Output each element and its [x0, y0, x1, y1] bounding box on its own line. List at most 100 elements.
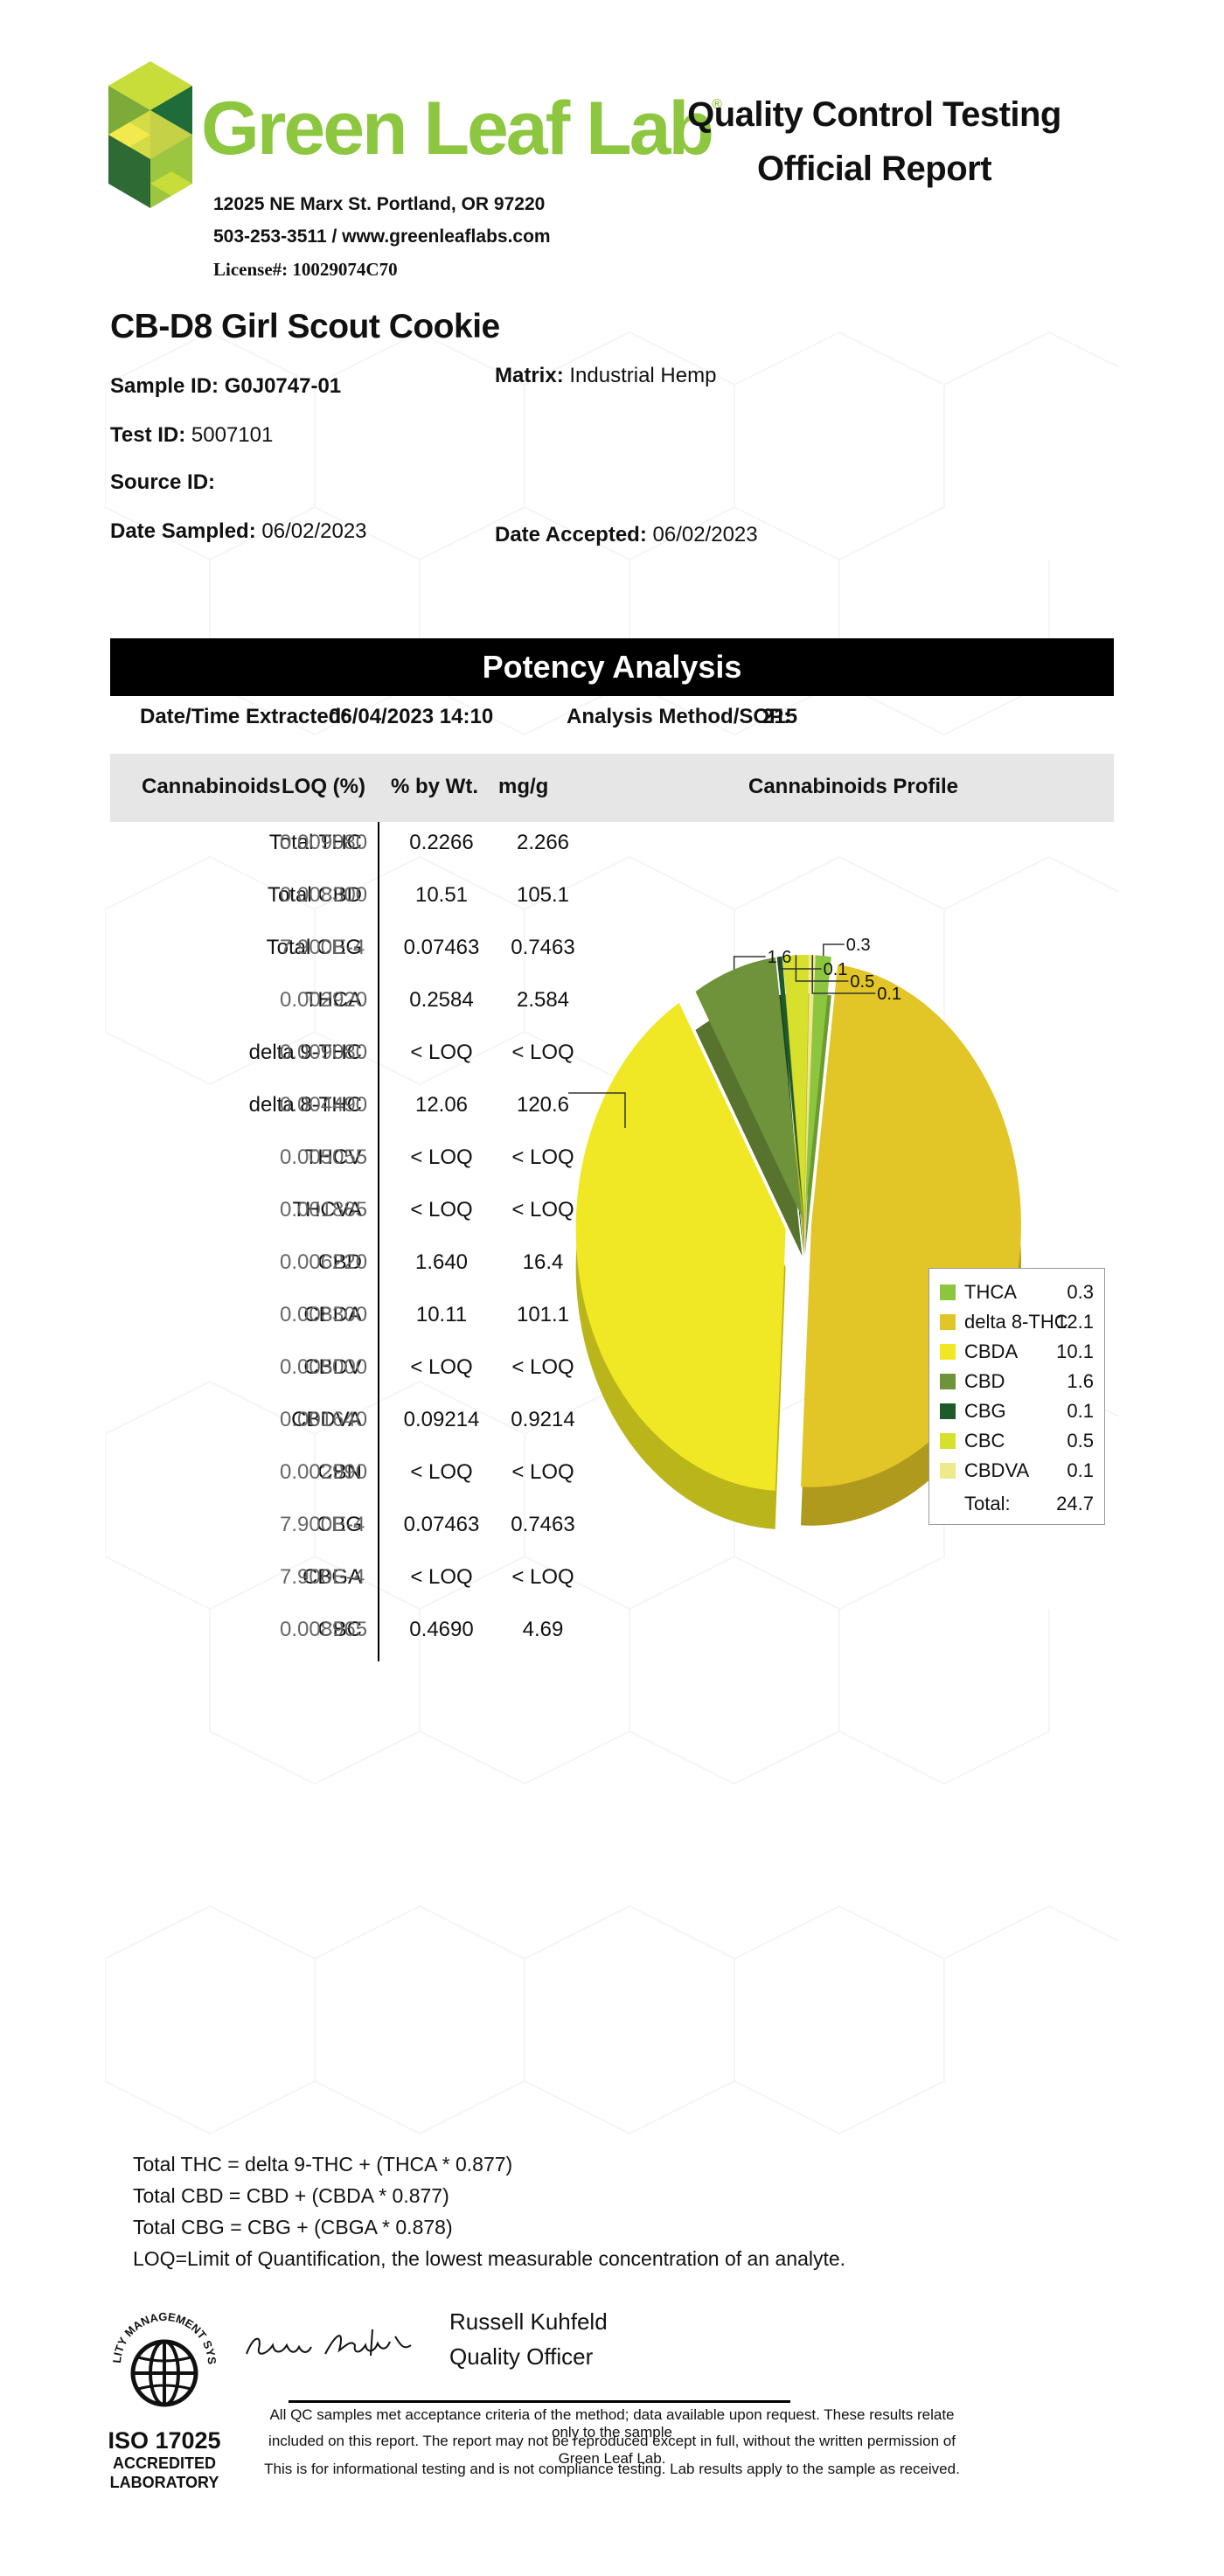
table-row: delta 8-THC 0.004490 12.06 120.6	[110, 1088, 600, 1140]
iso-globe-seal-icon: QUALITY MANAGEMENT SYSTEM	[108, 2301, 219, 2407]
pie-slice-thca	[804, 955, 831, 1218]
pct-value: 0.2584	[409, 988, 474, 1012]
signature-rule	[289, 2400, 790, 2403]
pct-value: < LOQ	[410, 1145, 473, 1169]
pct-value: 12.06	[414, 1093, 469, 1117]
cannabinoid-name: CBC	[317, 1618, 362, 1641]
pct-value: < LOQ	[410, 1198, 473, 1222]
table-row: CBDV 0.005000 < LOQ < LOQ	[110, 1350, 600, 1403]
pct-value: 0.07463	[403, 936, 480, 959]
cannabinoid-name: CBG	[316, 1513, 362, 1536]
pie-slice-cbc	[782, 955, 810, 1218]
loq-value: 0.002920	[280, 988, 368, 1012]
mg-value: < LOQ	[511, 1145, 574, 1169]
legend-total-label: Total:	[964, 1493, 1011, 1514]
pie-slice-cbd	[695, 957, 803, 1218]
signer-name: Russell Kuhfeld	[449, 2308, 608, 2335]
pie-slice-cbdva	[804, 955, 816, 1218]
legend-value: 0.1	[1067, 1400, 1094, 1422]
mg-value: 105.1	[516, 883, 570, 907]
table-row: CBN 0.002990 < LOQ < LOQ	[110, 1455, 600, 1507]
pct-value: 0.07463	[403, 1513, 480, 1536]
pie-leader-line	[823, 943, 845, 957]
cannabinoid-name: THCVA	[292, 1198, 362, 1222]
table-row: CBG 7.900E-4 0.07463 0.7463	[110, 1507, 600, 1560]
loq-value: 7.900E-4	[280, 936, 365, 959]
pct-value: < LOQ	[410, 1041, 473, 1064]
method-value: 215	[762, 705, 798, 728]
table-row: Total THC 0.009080 0.2266 2.266	[110, 825, 600, 878]
legend-swatch	[940, 1344, 956, 1360]
legend-value: 0.1	[1067, 1459, 1094, 1481]
cannabinoid-name: CBDVA	[291, 1408, 362, 1431]
matrix: Matrix: Industrial Hemp	[495, 364, 717, 387]
cannabinoid-name: delta 9-THC	[248, 1041, 362, 1064]
pie-slice-side	[804, 993, 831, 1257]
pie-leader-line	[811, 955, 876, 994]
legend-total: Total: 24.7	[929, 1489, 1104, 1519]
cannabinoid-name: Total THC	[268, 831, 362, 854]
pie-data-label: 0.3	[846, 936, 871, 955]
legend-swatch	[940, 1463, 956, 1479]
legend-value: 0.5	[1067, 1430, 1094, 1452]
green-leaf-logo-icon	[108, 61, 192, 208]
mg-value: 4.69	[522, 1618, 564, 1641]
pct-value: 0.4690	[409, 1618, 474, 1641]
table-row: CBC 0.008965 0.4690 4.69	[110, 1612, 600, 1665]
loq-value: 0.006220	[280, 1250, 368, 1274]
pct-value: < LOQ	[410, 1460, 473, 1484]
formula-thc: Total THC = delta 9-THC + (THCA * 0.877)	[133, 2153, 513, 2176]
mg-value: < LOQ	[511, 1198, 574, 1222]
loq-value: 0.002990	[280, 1460, 368, 1484]
source-id: Source ID:	[110, 470, 216, 494]
lab-contact: 503-253-3511 / www.greenleaflabs.com	[213, 226, 551, 247]
mg-value: 0.9214	[511, 1408, 575, 1431]
pie-data-label: 0.5	[850, 972, 874, 992]
legend-label: delta 8-THC	[964, 1311, 1068, 1333]
pct-value: 0.09214	[403, 1408, 480, 1431]
loq-value: 0.009080	[280, 1041, 368, 1064]
pie-data-label: 0.1	[877, 985, 901, 1004]
legend-swatch	[940, 1403, 956, 1419]
legend-entry: delta 8-THC 12.1	[929, 1307, 1104, 1337]
col-loq: LOQ (%)	[282, 775, 365, 798]
cannabinoid-name: Total CBD	[267, 883, 362, 907]
mg-value: 0.7463	[511, 1513, 575, 1536]
pct-value: 1.640	[414, 1250, 469, 1274]
pie-slice-cbda	[575, 1002, 786, 1491]
mg-value: 101.1	[516, 1303, 570, 1326]
pie-leader-line	[733, 956, 766, 970]
cannabinoid-name: THCV	[304, 1145, 362, 1169]
legend-entry: CBD 1.6	[929, 1367, 1104, 1396]
legend-entry: CBDA 10.1	[929, 1337, 1104, 1367]
signature-image	[246, 2329, 412, 2357]
table-row: CBGA 7.900E-4 < LOQ < LOQ	[110, 1560, 600, 1612]
pct-value: < LOQ	[410, 1565, 473, 1589]
loq-value: 0.008300	[280, 1303, 368, 1326]
legend-entry: CBG 0.1	[929, 1396, 1104, 1426]
cannabinoid-name: CBDV	[303, 1355, 362, 1379]
loq-value: 0.008300	[280, 883, 368, 907]
mg-value: < LOQ	[511, 1460, 574, 1484]
loq-value: 0.005000	[280, 1355, 368, 1379]
mg-value: 2.584	[516, 988, 570, 1012]
potency-section-title: Potency Analysis	[110, 638, 1114, 696]
mg-value: 2.266	[516, 831, 570, 854]
legend-entry: CBDVA 0.1	[929, 1456, 1104, 1486]
product-name: CB-D8 Girl Scout Cookie	[110, 308, 500, 345]
disclaimer-line-1: All QC samples met acceptance criteria o…	[269, 2406, 955, 2440]
signer-title: Quality Officer	[449, 2343, 594, 2370]
loq-value: 7.900E-4	[280, 1565, 365, 1589]
legend-label: CBC	[964, 1430, 1005, 1452]
cannabinoid-name: CBDA	[303, 1303, 362, 1326]
table-row: THCA 0.002920 0.2584 2.584	[110, 983, 600, 1035]
legend-total-value: 24.7	[1056, 1493, 1094, 1514]
col-cannabinoids: Cannabinoids	[142, 775, 281, 798]
formula-cbd: Total CBD = CBD + (CBDA * 0.877)	[133, 2184, 449, 2207]
extracted-value: 06/04/2023 14:10	[329, 705, 494, 728]
disclaimer-line-2: included on this report. The report may …	[268, 2433, 956, 2467]
loq-value: 7.900E-4	[280, 1513, 365, 1536]
table-row: THCVA 0.001885 < LOQ < LOQ	[110, 1193, 600, 1245]
cannabinoid-name: Total CBG	[266, 936, 362, 959]
legend-swatch	[940, 1433, 956, 1449]
